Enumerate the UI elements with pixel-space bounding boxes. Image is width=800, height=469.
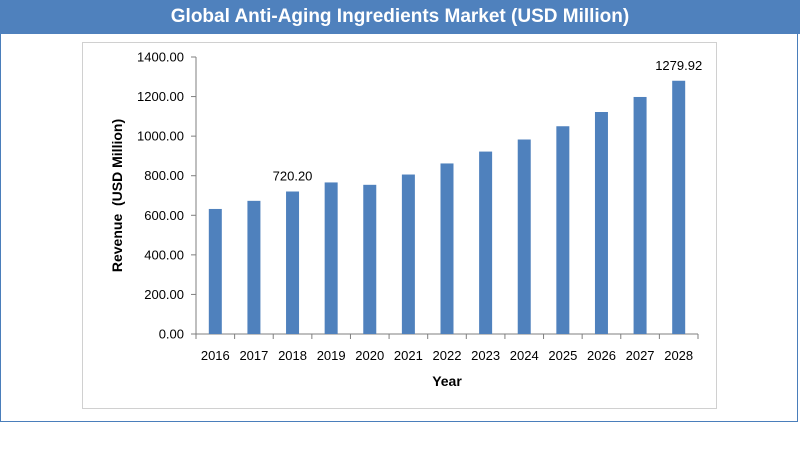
y-tick-label: 600.00: [144, 208, 184, 223]
data-label: 1279.92: [655, 58, 702, 73]
bar: [594, 112, 608, 334]
x-tick-label: 2023: [471, 348, 500, 363]
outer-frame: [0, 0, 798, 422]
x-tick-label: 2028: [664, 348, 693, 363]
bar: [208, 208, 222, 334]
bar: [479, 151, 493, 334]
bar: [517, 139, 531, 334]
bar: [247, 200, 261, 334]
x-tick-label: 2026: [587, 348, 616, 363]
y-tick-label: 800.00: [144, 168, 184, 183]
x-tick-label: 2017: [239, 348, 268, 363]
bar: [324, 182, 338, 334]
y-tick-label: 200.00: [144, 287, 184, 302]
x-axis-title: Year: [432, 373, 462, 389]
x-tick-label: 2024: [510, 348, 539, 363]
y-tick-label: 1000.00: [137, 129, 184, 144]
x-tick-label: 2018: [278, 348, 307, 363]
bar: [363, 184, 377, 334]
y-tick-label: 0.00: [159, 327, 184, 342]
x-tick-label: 2019: [317, 348, 346, 363]
x-tick-label: 2022: [433, 348, 462, 363]
bar: [556, 126, 570, 334]
bar: [440, 163, 454, 334]
data-label: 720.20: [273, 169, 313, 184]
chart-title: Global Anti-Aging Ingredients Market (US…: [0, 0, 800, 34]
y-tick-label: 400.00: [144, 247, 184, 262]
y-axis-title: Revenue (USD Million): [109, 119, 125, 272]
bar: [633, 96, 647, 335]
bar: [401, 174, 415, 334]
chart-area: [82, 42, 717, 409]
x-tick-label: 2021: [394, 348, 423, 363]
y-tick-label: 1400.00: [137, 50, 184, 65]
x-tick-label: 2016: [201, 348, 230, 363]
y-tick-label: 1200.00: [137, 89, 184, 104]
x-tick-label: 2025: [548, 348, 577, 363]
bar: [286, 191, 300, 334]
bar: [672, 80, 686, 334]
x-tick-label: 2020: [355, 348, 384, 363]
x-tick-label: 2027: [626, 348, 655, 363]
